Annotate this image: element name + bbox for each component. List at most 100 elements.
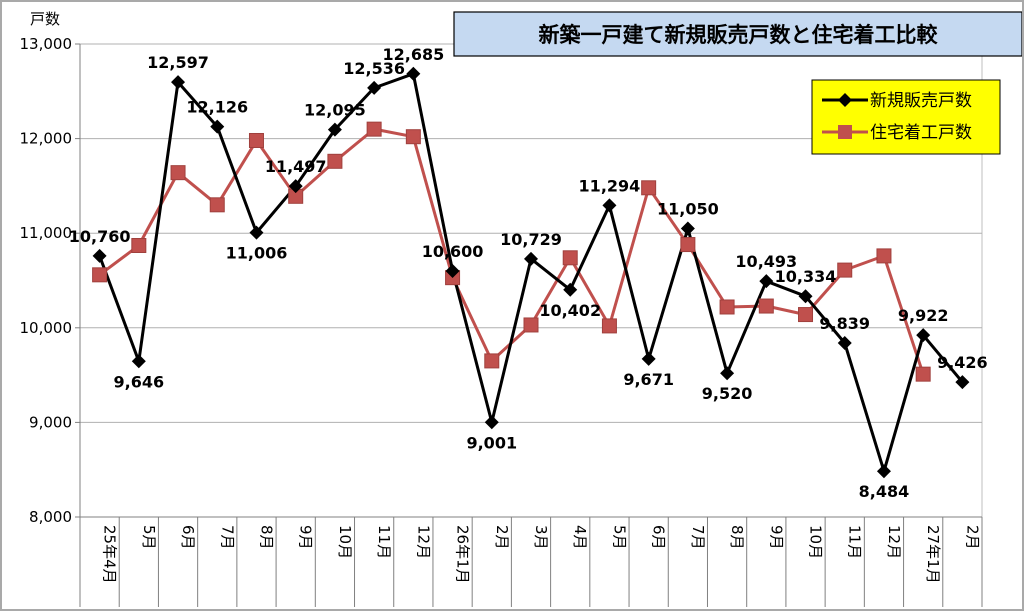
data-label: 11,050 <box>657 199 719 218</box>
data-label: 9,922 <box>898 306 949 325</box>
x-tick-label: 12月 <box>414 525 432 559</box>
point-housing-starts <box>680 237 696 253</box>
data-label: 12,095 <box>304 101 366 120</box>
x-tick-label: 3月 <box>532 525 550 550</box>
x-tick-label: 9月 <box>767 525 785 550</box>
data-label: 12,536 <box>343 59 405 78</box>
point-new-sales <box>445 264 460 279</box>
point-housing-starts <box>484 353 500 369</box>
x-tick-label: 26年1月 <box>454 525 472 584</box>
point-new-sales <box>602 198 617 213</box>
x-tick-label: 9月 <box>297 525 315 550</box>
x-tick-label: 4月 <box>571 525 589 550</box>
data-label: 9,671 <box>623 370 674 389</box>
data-label: 10,334 <box>775 267 837 286</box>
point-new-sales <box>524 251 538 266</box>
x-tick-label: 27年1月 <box>924 525 942 584</box>
y-tick-label: 11,000 <box>20 224 73 242</box>
data-label: 11,497 <box>265 157 327 176</box>
chart-title: 新築一戸建て新規販売戸数と住宅着工比較 <box>539 23 939 47</box>
data-label: 12,685 <box>382 45 444 64</box>
point-housing-starts <box>562 250 578 266</box>
x-tick-label: 5月 <box>140 525 158 550</box>
data-label: 10,402 <box>539 301 601 320</box>
point-new-sales <box>955 375 970 390</box>
point-housing-starts <box>719 299 735 315</box>
point-new-sales <box>563 282 578 297</box>
data-label: 9,520 <box>702 384 753 403</box>
data-label: 8,484 <box>859 482 910 501</box>
point-new-sales <box>759 274 774 289</box>
point-housing-starts <box>837 262 853 278</box>
point-new-sales <box>406 66 421 81</box>
point-new-sales <box>131 354 146 369</box>
data-label: 10,729 <box>500 230 562 249</box>
point-new-sales <box>680 221 695 236</box>
point-housing-starts <box>523 317 539 333</box>
x-tick-label: 7月 <box>689 525 707 550</box>
point-housing-starts <box>601 318 617 334</box>
point-housing-starts <box>131 237 147 253</box>
point-new-sales <box>916 328 931 343</box>
x-tick-label: 5月 <box>610 525 628 550</box>
point-new-sales <box>720 366 735 381</box>
x-tick-label: 7月 <box>218 525 236 550</box>
point-new-sales <box>92 248 107 263</box>
point-new-sales <box>641 351 656 366</box>
point-housing-starts <box>170 165 186 181</box>
point-new-sales <box>367 80 382 95</box>
point-housing-starts <box>798 307 814 323</box>
data-label: 9,426 <box>937 353 988 372</box>
legend-marker-new-sales <box>838 93 852 107</box>
x-tick-label: 11月 <box>846 525 864 559</box>
point-housing-starts <box>876 248 892 264</box>
x-tick-label: 8月 <box>257 525 275 550</box>
legend-marker-housing-starts <box>838 125 852 139</box>
data-label: 9,001 <box>466 433 517 452</box>
point-housing-starts <box>758 298 774 314</box>
point-new-sales <box>837 336 852 351</box>
data-label: 12,597 <box>147 53 209 72</box>
x-tick-label: 2月 <box>493 525 511 550</box>
data-label: 9,646 <box>114 372 165 391</box>
point-housing-starts <box>92 267 108 283</box>
point-new-sales <box>876 464 891 479</box>
y-tick-label: 8,000 <box>29 508 72 526</box>
y-tick-label: 12,000 <box>20 130 73 148</box>
point-new-sales <box>327 122 342 137</box>
legend-label-new-sales: 新規販売戸数 <box>870 91 972 111</box>
y-tick-label: 10,000 <box>20 319 73 337</box>
x-tick-label: 6月 <box>650 525 668 550</box>
point-housing-starts <box>327 153 343 169</box>
x-tick-label: 6月 <box>179 525 197 550</box>
point-housing-starts <box>248 132 264 148</box>
title-box <box>453 11 1022 57</box>
data-label: 10,493 <box>735 252 797 271</box>
legend-label-housing-starts: 住宅着工戸数 <box>870 123 972 143</box>
data-label: 9,839 <box>819 314 870 333</box>
data-label: 11,006 <box>226 244 288 263</box>
x-tick-label: 12月 <box>885 525 903 559</box>
data-label: 10,600 <box>422 242 484 261</box>
x-tick-label: 11月 <box>375 525 393 559</box>
point-new-sales <box>484 415 499 430</box>
data-label: 12,126 <box>186 98 248 117</box>
data-label: 11,294 <box>579 176 641 195</box>
point-new-sales <box>798 289 813 304</box>
y-tick-label: 13,000 <box>20 35 73 53</box>
point-new-sales <box>288 179 303 194</box>
y-axis-label: 戸数 <box>30 10 60 28</box>
point-housing-starts <box>915 366 931 382</box>
point-housing-starts <box>366 121 382 137</box>
point-housing-starts <box>209 197 225 213</box>
y-tick-label: 9,000 <box>29 413 72 431</box>
legend-box <box>811 79 1001 155</box>
x-tick-label: 8月 <box>728 525 746 550</box>
x-tick-label: 10月 <box>336 525 354 559</box>
point-new-sales <box>210 119 225 134</box>
point-new-sales <box>171 75 186 90</box>
point-new-sales <box>249 225 264 240</box>
data-label: 10,760 <box>69 227 131 246</box>
